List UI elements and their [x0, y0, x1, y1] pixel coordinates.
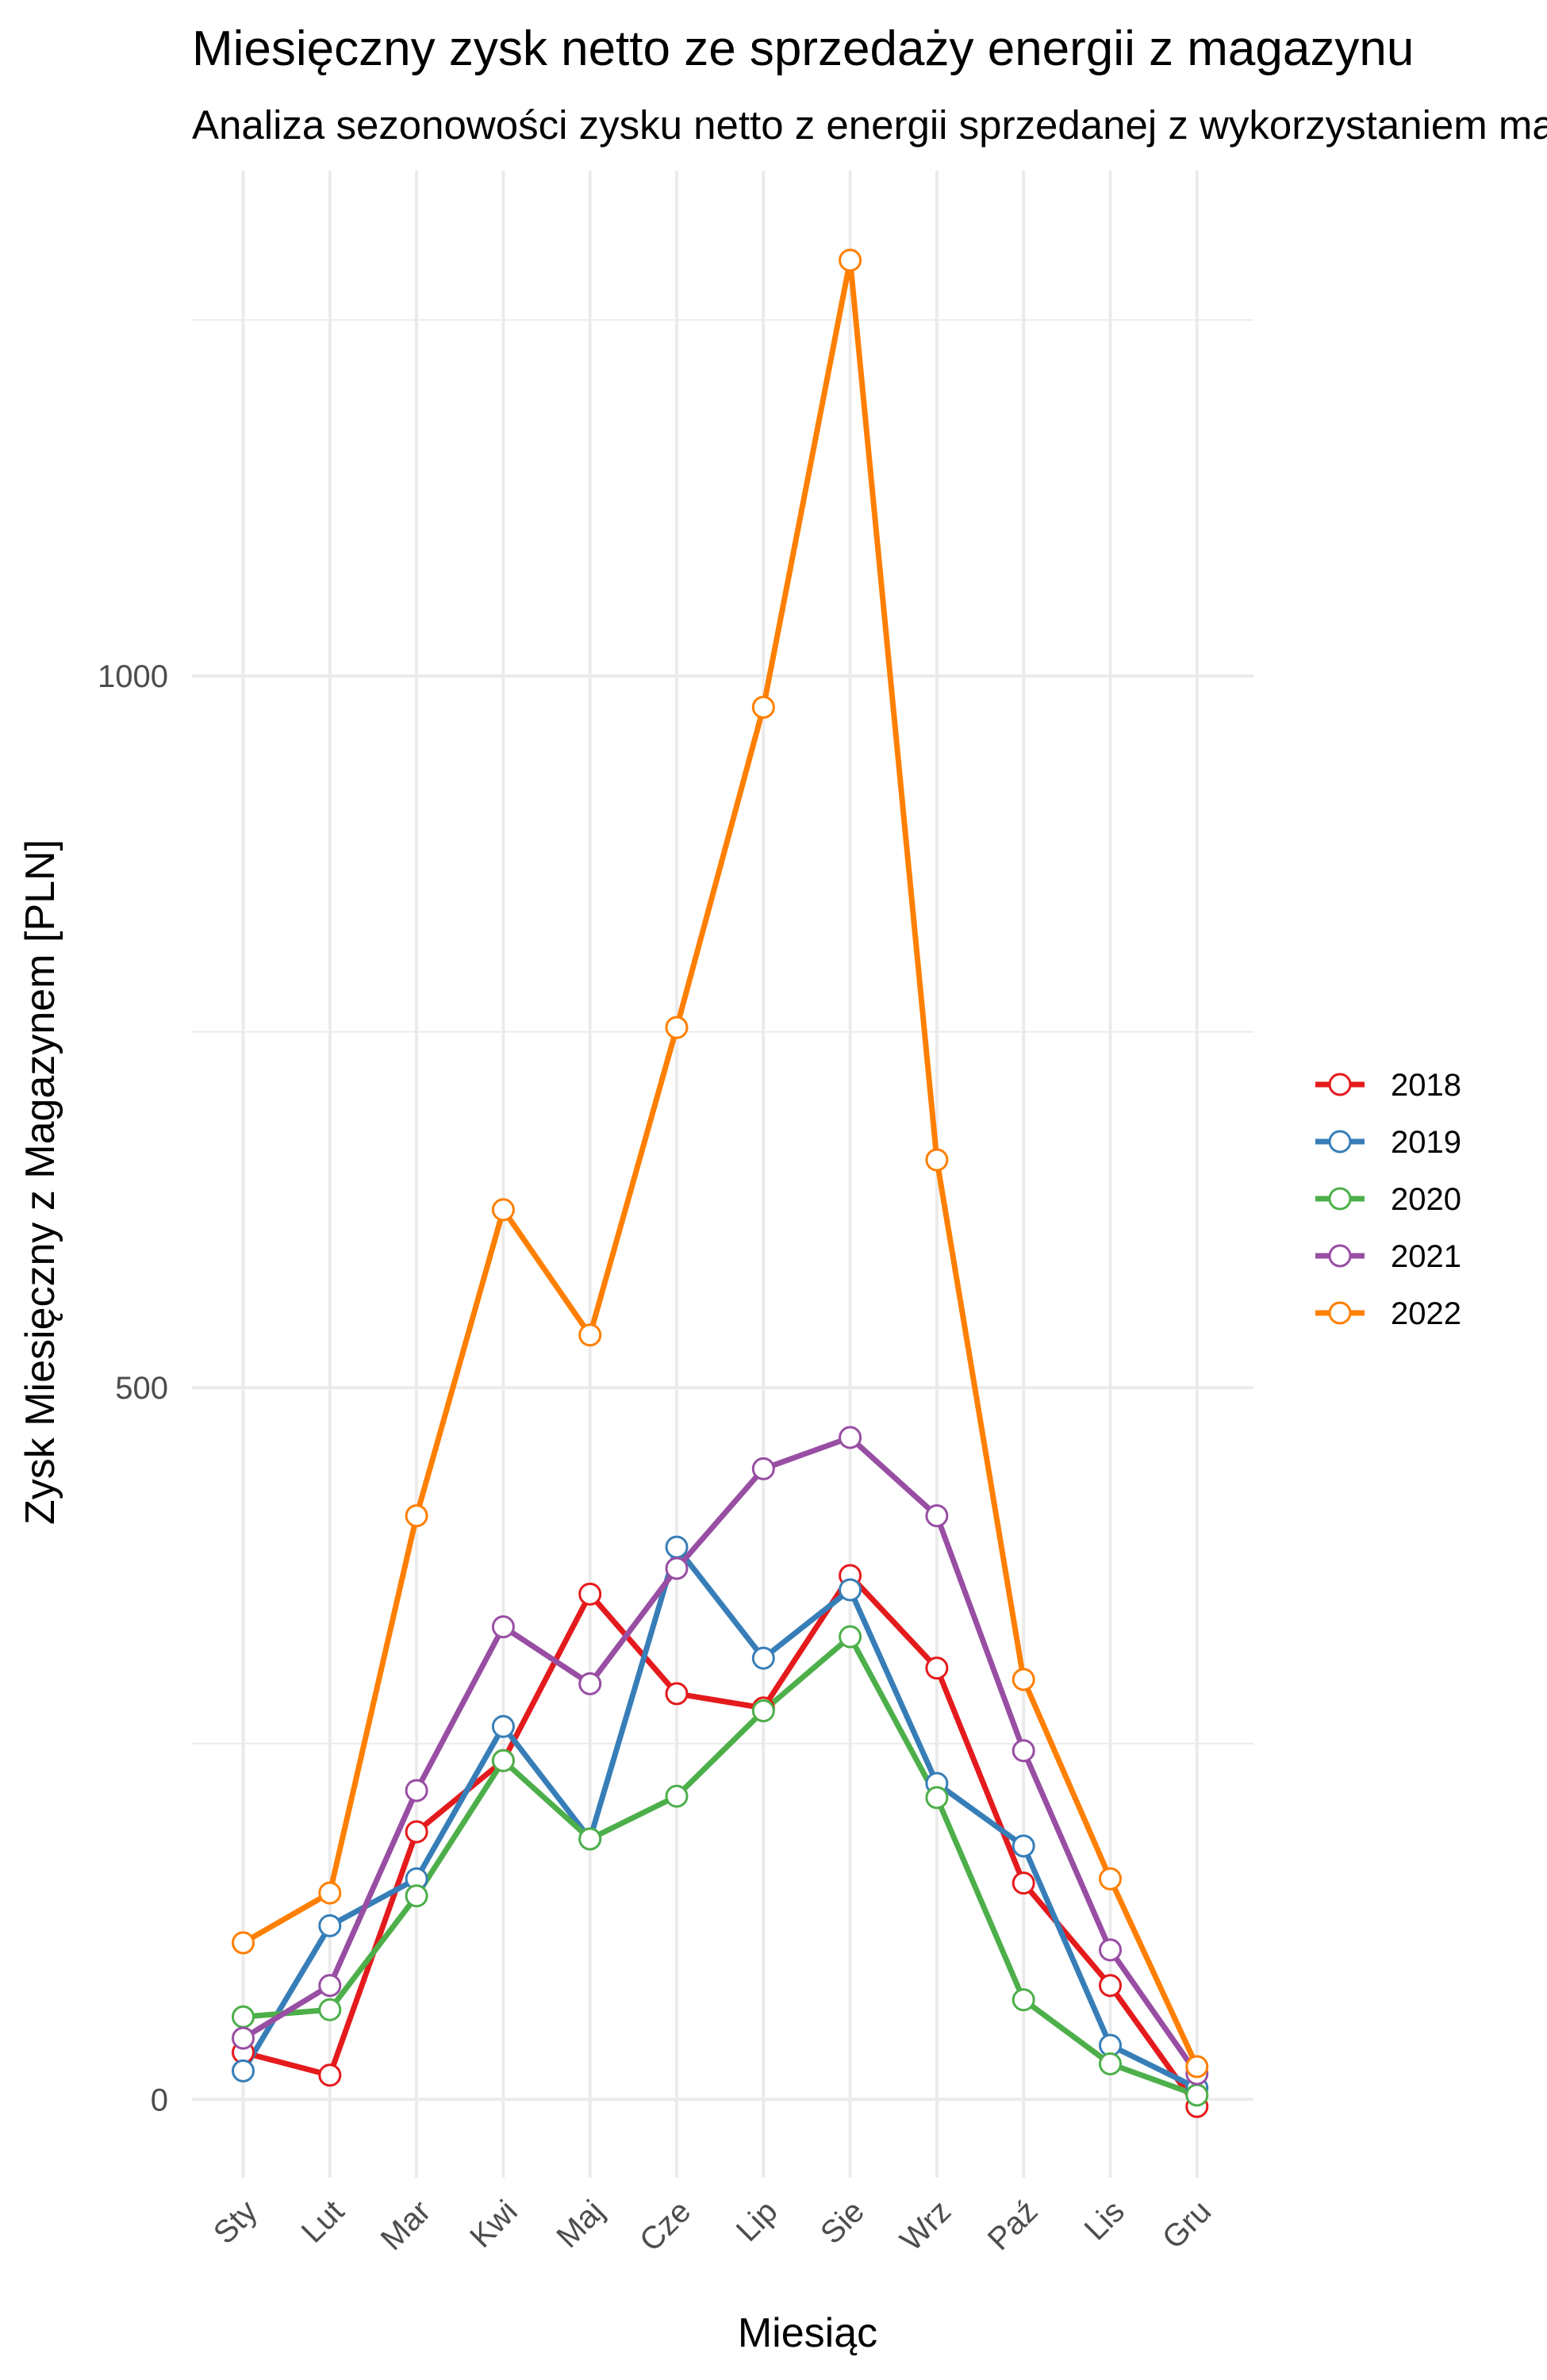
- data-point-2020: [665, 1784, 689, 1808]
- data-point-2019: [491, 1714, 515, 1738]
- data-point-2019: [232, 2059, 255, 2082]
- legend-key-point: [1328, 1301, 1352, 1325]
- data-point-2021: [665, 1557, 689, 1580]
- data-point-2018: [1099, 1974, 1122, 1998]
- legend-item-2019: 2019: [1315, 1125, 1461, 1160]
- y-tick-label: 0: [151, 2082, 168, 2117]
- data-point-2019: [1012, 1834, 1035, 1858]
- y-tick-label: 500: [115, 1371, 168, 1406]
- legend-key-point: [1328, 1187, 1352, 1211]
- data-point-2022: [405, 1504, 428, 1528]
- data-point-2018: [665, 1682, 689, 1706]
- legend-key-point: [1328, 1244, 1352, 1268]
- series-lines: [240, 257, 1200, 2109]
- data-point-2019: [751, 1646, 775, 1670]
- data-point-2020: [318, 1998, 342, 2021]
- data-point-2021: [405, 1779, 428, 1802]
- data-point-2022: [665, 1015, 689, 1039]
- grid: [192, 171, 1253, 2178]
- data-point-2021: [232, 2026, 255, 2050]
- data-point-2018: [578, 1582, 602, 1606]
- legend-key-point: [1328, 1130, 1352, 1154]
- legend-label: 2019: [1391, 1125, 1461, 1160]
- data-point-2018: [318, 2063, 342, 2087]
- legend-label: 2020: [1391, 1182, 1461, 1217]
- data-point-2021: [839, 1426, 862, 1449]
- legend-label: 2022: [1391, 1296, 1461, 1331]
- legend-item-2018: 2018: [1315, 1068, 1461, 1103]
- data-point-2020: [405, 1884, 428, 1908]
- series-line-2019: [240, 1544, 1200, 2091]
- data-point-2020: [491, 1749, 515, 1772]
- data-point-2022: [318, 1881, 342, 1905]
- data-point-2022: [925, 1148, 949, 1172]
- legend-key-point: [1328, 1073, 1352, 1096]
- series-points: [232, 248, 1209, 2118]
- x-axis-title: Miesiąc: [738, 2310, 877, 2356]
- data-point-2020: [232, 2005, 255, 2029]
- y-axis-title: Zysk Miesięczny z Magazynem [PLN]: [17, 839, 63, 1525]
- data-point-2019: [318, 1914, 342, 1937]
- data-point-2021: [491, 1615, 515, 1639]
- legend-item-2021: 2021: [1315, 1239, 1461, 1274]
- chart-subtitle: Analiza sezonowości zysku netto z energi…: [192, 102, 1547, 148]
- data-point-2021: [318, 1974, 342, 1998]
- series-line-2018: [240, 1572, 1200, 2109]
- chart-title: Miesięczny zysk netto ze sprzedaży energ…: [192, 21, 1414, 76]
- series-line-2020: [240, 1633, 1200, 2098]
- data-point-2020: [1185, 2083, 1209, 2107]
- legend-label: 2018: [1391, 1068, 1461, 1103]
- data-point-2020: [839, 1625, 862, 1649]
- data-point-2021: [578, 1672, 602, 1695]
- data-point-2020: [925, 1786, 949, 1810]
- data-point-2021: [925, 1504, 949, 1528]
- data-point-2018: [925, 1656, 949, 1680]
- series-line-2022: [240, 257, 1200, 2070]
- data-point-2020: [1012, 1988, 1035, 2012]
- data-point-2022: [1185, 2055, 1209, 2079]
- data-point-2022: [1012, 1668, 1035, 1691]
- legend-label: 2021: [1391, 1239, 1461, 1274]
- data-point-2021: [1012, 1739, 1035, 1763]
- data-point-2019: [839, 1578, 862, 1602]
- legend-item-2020: 2020: [1315, 1182, 1461, 1217]
- data-point-2022: [1099, 1867, 1122, 1891]
- y-axis-ticks: 0 500 1000: [98, 659, 168, 2117]
- data-point-2021: [1099, 1938, 1122, 1962]
- y-tick-label: 1000: [98, 659, 168, 694]
- data-point-2019: [665, 1535, 689, 1559]
- data-point-2022: [839, 248, 862, 272]
- data-point-2020: [1099, 2052, 1122, 2075]
- data-point-2022: [578, 1323, 602, 1347]
- data-point-2021: [751, 1457, 775, 1480]
- legend: 2018 2019 2020 2021 2022: [1315, 1068, 1461, 1331]
- data-point-2022: [751, 695, 775, 719]
- data-point-2020: [751, 1699, 775, 1722]
- legend-item-2022: 2022: [1315, 1296, 1461, 1331]
- series-line-2021: [240, 1434, 1200, 2077]
- data-point-2018: [405, 1820, 428, 1844]
- data-point-2018: [1012, 1871, 1035, 1895]
- data-point-2020: [578, 1827, 602, 1851]
- data-point-2022: [491, 1198, 515, 1222]
- data-point-2022: [232, 1931, 255, 1955]
